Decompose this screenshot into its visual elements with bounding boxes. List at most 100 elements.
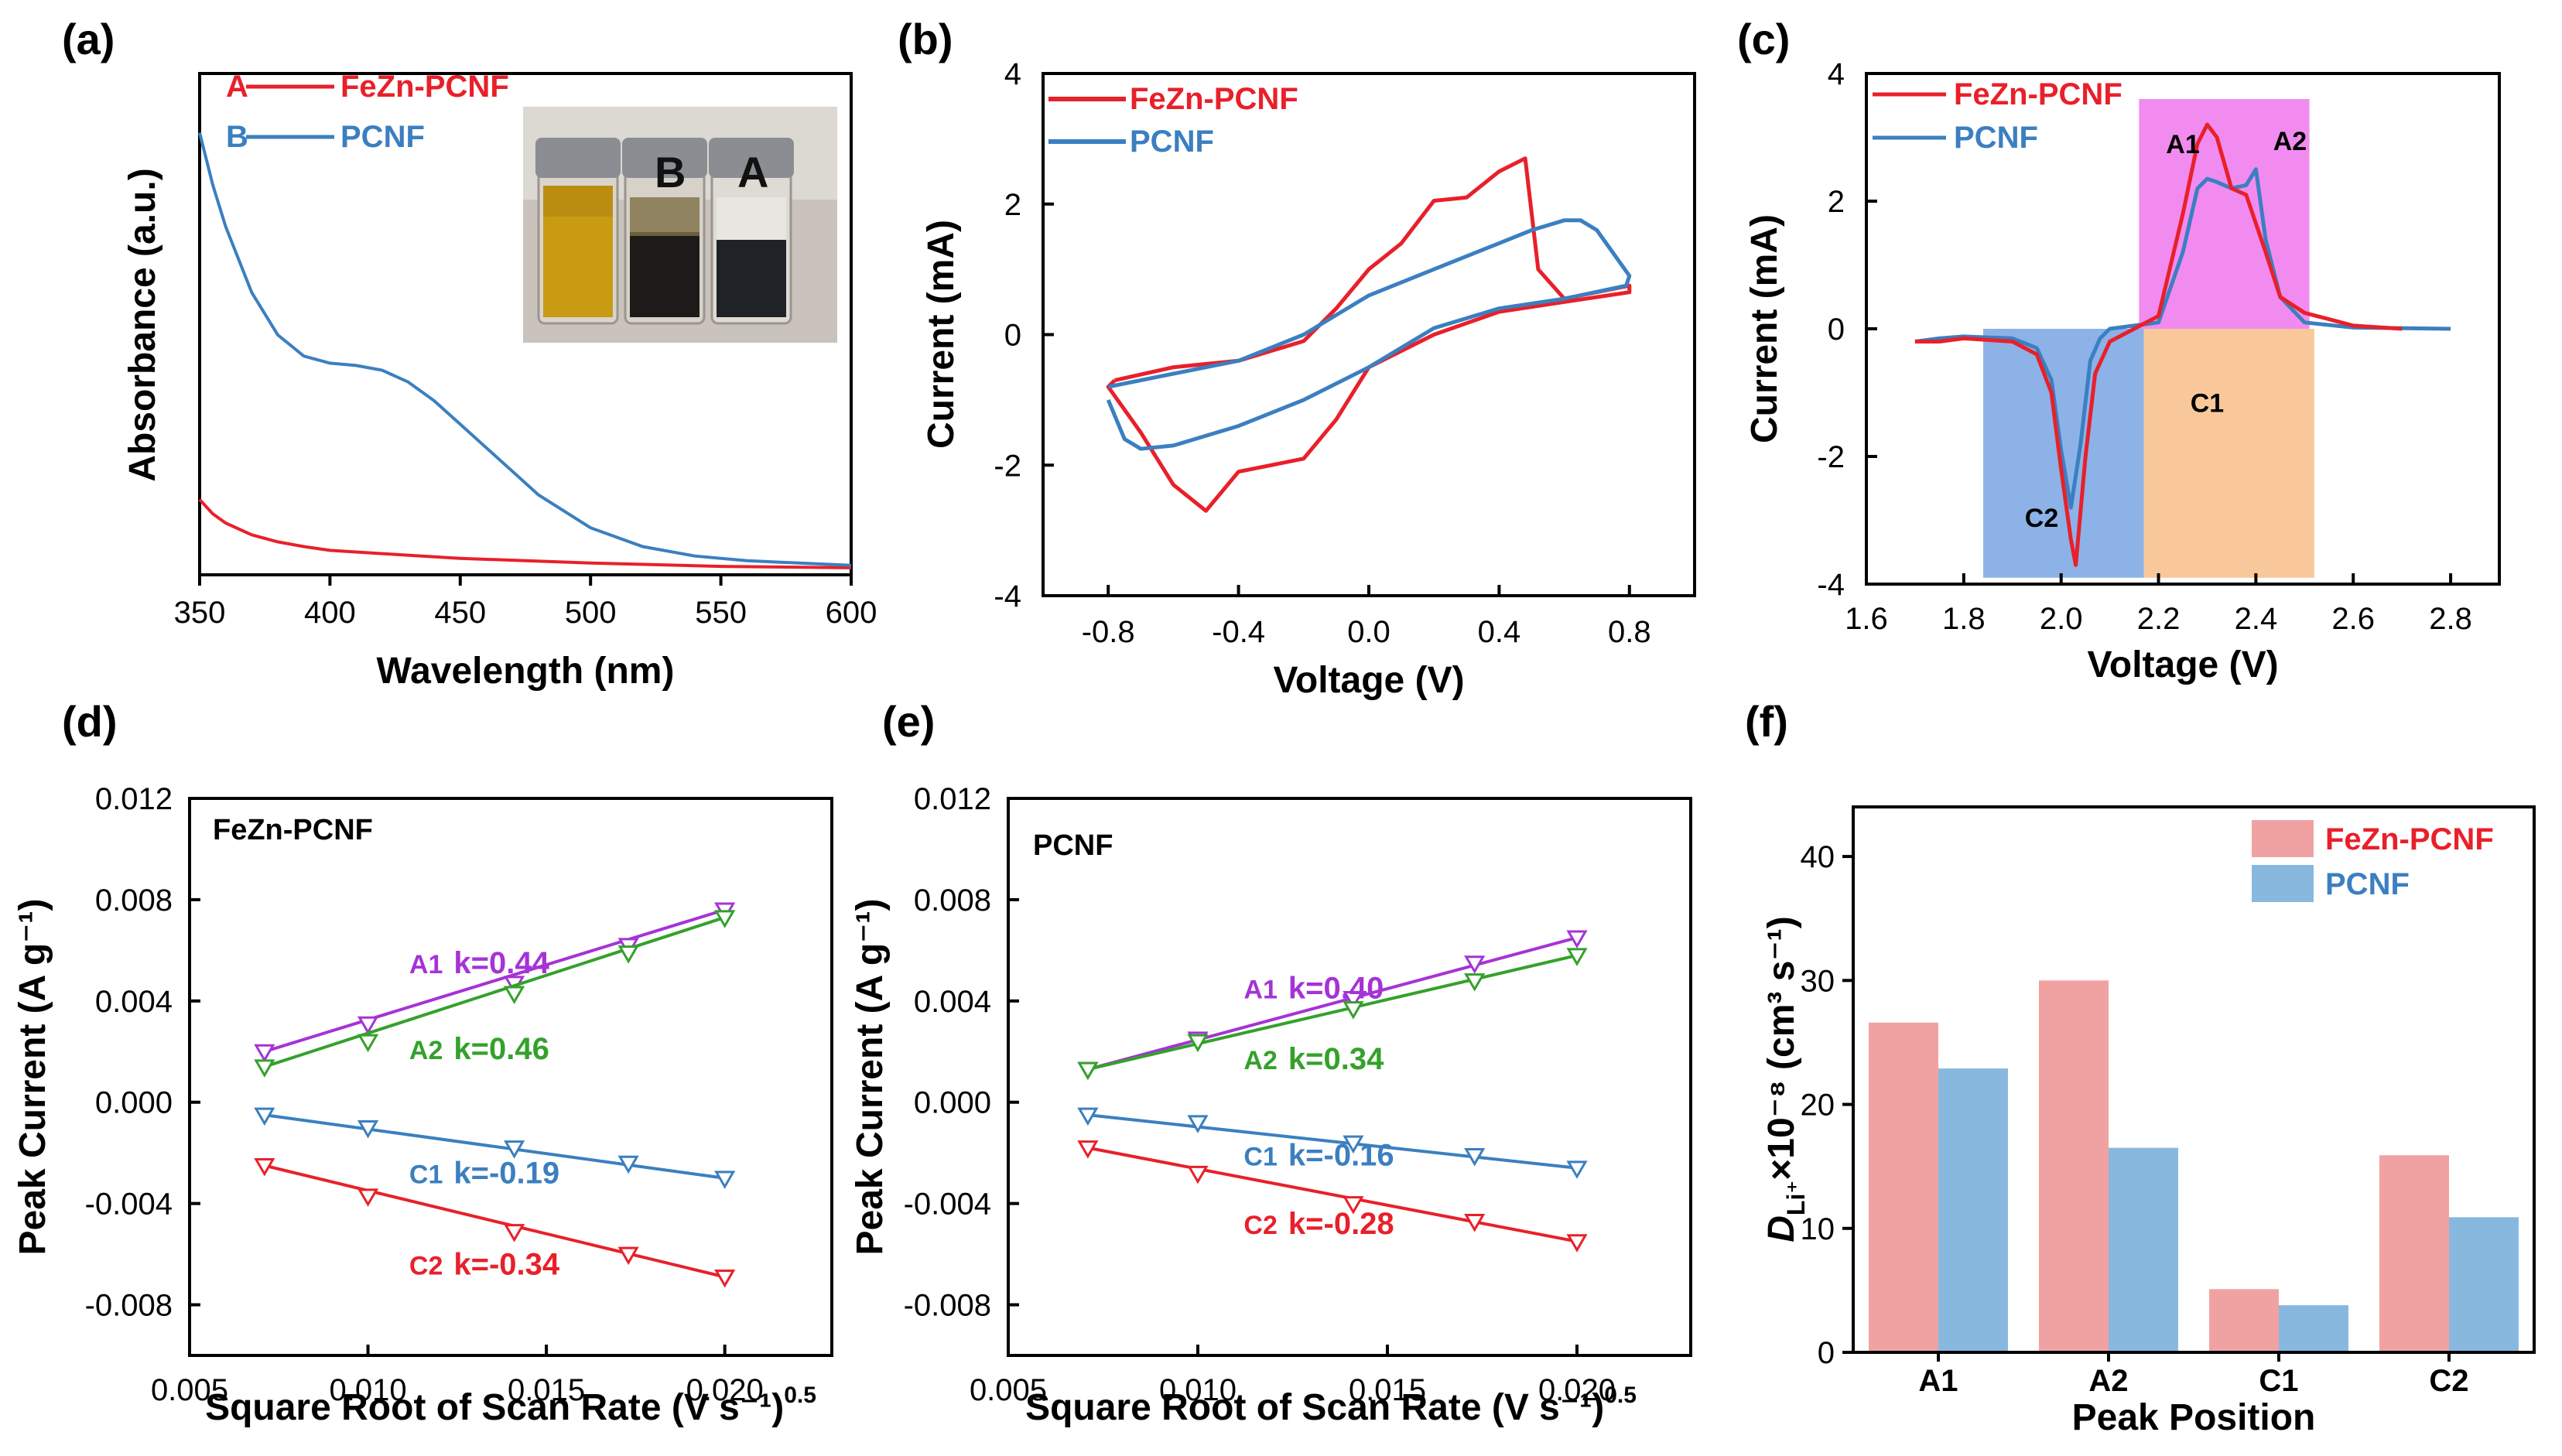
panel-f-label: (f) (1745, 697, 1788, 746)
panel-d-series-name: C1 (409, 1160, 443, 1189)
panel-b-ytick-label: 4 (1004, 57, 1021, 91)
bar-A2-pcnf (2109, 1147, 2178, 1352)
panel-e-ylabel: Peak Current (A g⁻¹) (850, 899, 891, 1256)
legend-c-pcnf-name: PCNF (1954, 121, 2038, 155)
panel-e-point-A2 (1464, 973, 1486, 992)
panel-e-point-A1 (1566, 930, 1588, 948)
panel-d-point-A2 (357, 1034, 379, 1053)
panel-f-ylabel: DLi⁺×10⁻⁸ (cm³ s⁻¹) (1761, 916, 1810, 1242)
panel-a-ylabel: Absorbance (a.u.) (122, 168, 163, 481)
panel-b-xtick-label: 0.4 (1478, 615, 1521, 649)
panel-d-series-name: A1 (409, 950, 443, 979)
panel-e-k-value: k=0.34 (1288, 1042, 1384, 1076)
panel-e-point-C2 (1077, 1140, 1099, 1159)
panel-e-xlabel: Square Root of Scan Rate (V s⁻¹)0.5 (1025, 1383, 1637, 1428)
panel-a-series-PCNF (198, 132, 852, 567)
panel-e-k-value: k=0.40 (1288, 972, 1384, 1006)
panel-a-xtick-label: 450 (434, 596, 486, 630)
panel-e-ytick-label: 0.000 (914, 1086, 991, 1120)
panel-b-ytick-label: 2 (1004, 188, 1021, 222)
panel-e-ytick-label: 0.012 (914, 782, 991, 816)
legend-b-pcnf-name: PCNF (1130, 125, 1214, 159)
legend-f-pcnf-swatch (2252, 865, 2314, 902)
panel-a-legend: A FeZn-PCNF B PCNF (226, 70, 509, 154)
panel-c-peak-label: C2 (2025, 504, 2058, 533)
panel-c-xtick-label: 2.4 (2235, 602, 2278, 636)
bar-C1-fezn-pcnf (2209, 1289, 2279, 1352)
panel-d-point-C2 (357, 1188, 379, 1207)
legend-b-name: PCNF (340, 120, 425, 154)
panel-d-k-value: k=0.46 (453, 1032, 549, 1066)
panel-b-ylabel: Current (mA) (921, 220, 962, 449)
panel-b-ytick-label: -4 (994, 579, 1021, 614)
panel-d-fit-C1 (264, 1113, 725, 1180)
panel-b-xtick-label: -0.4 (1212, 615, 1265, 649)
panel-e-frame (1007, 797, 1692, 1357)
panel-a-xtick-label: 500 (565, 596, 617, 630)
panel-d-point-A2 (714, 910, 736, 928)
panel-d-ytick-label: -0.008 (85, 1289, 173, 1323)
legend-f-fezn-swatch (2252, 820, 2314, 857)
panel-f-xtick-label: A2 (2088, 1364, 2128, 1398)
panel-d-point-C2 (714, 1270, 736, 1288)
panel-e-point-C1 (1187, 1115, 1209, 1133)
panel-d-point-A1 (357, 1016, 379, 1035)
legend-f-fezn-name: FeZn-PCNF (2325, 822, 2494, 856)
panel-e-point-A2 (1343, 1001, 1364, 1020)
panel-d-point-A2 (254, 1059, 275, 1078)
panel-d-series-name: C2 (409, 1251, 443, 1280)
vial-cap (535, 138, 621, 178)
panel-d-fit-C2 (264, 1164, 726, 1279)
panel-d-point-C1 (714, 1171, 736, 1189)
legend-c-fezn-name: FeZn-PCNF (1954, 77, 2122, 111)
panel-e-ytick-label: -0.004 (904, 1188, 991, 1222)
panel-e-point-C1 (1464, 1147, 1486, 1167)
panel-e-fit-C2 (1087, 1146, 1578, 1243)
panel-d-ytick-label: 0.012 (95, 782, 173, 816)
panel-b-label: (b) (898, 15, 953, 63)
panel-d-fit-A1 (264, 908, 726, 1054)
panel-c-ytick-label: 0 (1828, 313, 1845, 347)
panel-d-ytick-label: -0.004 (85, 1188, 173, 1222)
bar-C2-fezn-pcnf (2379, 1155, 2449, 1352)
panel-e-point-A1 (1343, 991, 1364, 1010)
panel-c-ylabel: Current (mA) (1744, 214, 1785, 443)
panel-d-point-A2 (504, 986, 525, 1004)
panel-a-xtick-label: 350 (174, 596, 226, 630)
panel-d-k-value: k=0.44 (453, 946, 549, 980)
panel-f-xtick-label: C2 (2429, 1364, 2468, 1398)
panel-d-frame (188, 797, 833, 1357)
panel-e-point-C2 (1566, 1234, 1588, 1253)
panel-d-point-A1 (254, 1044, 275, 1063)
legend-b-letter: B (226, 120, 248, 154)
panel-a-xtick-label: 550 (695, 596, 747, 630)
panel-c-xlabel: Voltage (V) (2087, 644, 2278, 685)
legend-a-name: FeZn-PCNF (340, 70, 509, 104)
legend-a-letter: A (226, 70, 248, 104)
panel-d-k-value: k=-0.19 (453, 1156, 559, 1190)
panel-e-ytick-label: 0.008 (914, 884, 991, 918)
panel-d-xtick-label: 0.005 (151, 1373, 228, 1407)
panel-a: (a) 350 400 450 500 550 600 Wavelength (nm) A… (62, 15, 877, 692)
vial-label-a: A (737, 148, 768, 197)
panel-c-xtick-label: 2.0 (2040, 602, 2083, 636)
panel-f-ytick-label: 40 (1801, 840, 1835, 874)
panel-d-sample-label: FeZn-PCNF (213, 814, 373, 846)
panel-d-ytick-label: 0.008 (95, 884, 173, 918)
panel-b-xlabel: Voltage (V) (1273, 660, 1464, 701)
panel-f-ytick-label: 10 (1801, 1212, 1835, 1246)
panel-e-fit-A1 (1087, 936, 1578, 1071)
panel-c-peak-label: A2 (2273, 127, 2307, 156)
panel-d-k-value: k=-0.34 (453, 1247, 560, 1281)
panel-e-series-name: C2 (1243, 1211, 1277, 1240)
panel-e-k-value: k=-0.16 (1288, 1139, 1394, 1173)
panel-e-xtick-label: 0.010 (1159, 1373, 1237, 1407)
panel-c-xtick-label: 1.8 (1942, 602, 1986, 636)
panel-f-frame (1852, 805, 2536, 1354)
panel-e-k-value: k=-0.28 (1288, 1207, 1394, 1241)
panel-d-label: (d) (62, 697, 118, 746)
panel-d-point-C1 (617, 1155, 639, 1174)
panel-e-point-A2 (1187, 1034, 1209, 1053)
legend-b-fezn-name: FeZn-PCNF (1130, 82, 1298, 116)
bar-C2-pcnf (2449, 1217, 2519, 1352)
